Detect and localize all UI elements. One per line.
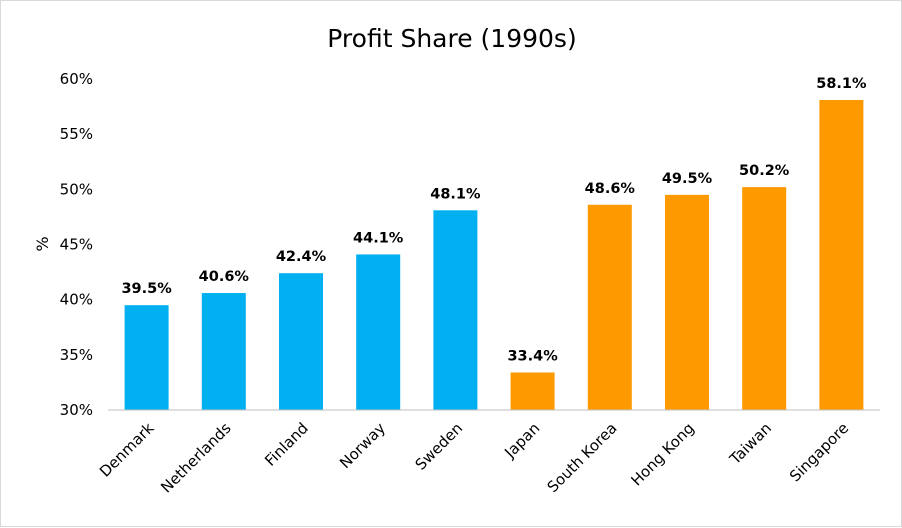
bar-netherlands (201, 293, 246, 410)
chart-title: Profit Share (1990s) (327, 24, 576, 53)
bar-japan (510, 372, 555, 410)
data-label: 58.1% (816, 76, 867, 92)
x-tick-label: Norway (336, 419, 389, 472)
x-tick-label: Japan (500, 419, 543, 462)
bar-hong-kong (665, 194, 709, 410)
bar-norway (356, 254, 401, 410)
x-axis: Denmark Netherlands Finland Norway Sweden Jap… (96, 419, 852, 497)
data-label: 44.1% (353, 230, 404, 246)
data-label: 49.5% (662, 171, 713, 187)
bar-denmark (124, 305, 169, 410)
y-tick-label: 60% (60, 70, 93, 88)
y-tick-label: 40% (60, 291, 93, 309)
y-axis-label: % (33, 236, 52, 251)
y-tick-label: 45% (60, 236, 93, 254)
bar-taiwan (742, 187, 787, 410)
data-label: 42.4% (276, 249, 327, 265)
data-label: 50.2% (739, 163, 790, 179)
bar-south-korea (587, 204, 632, 410)
x-tick-label: Hong Kong (627, 419, 697, 489)
data-label: 48.6% (585, 181, 636, 197)
bar-sweden (433, 210, 478, 410)
y-tick-label: 30% (60, 401, 93, 419)
y-tick-label: 35% (60, 346, 93, 364)
data-label: 40.6% (199, 269, 250, 285)
x-tick-label: Taiwan (726, 419, 776, 469)
data-label: 48.1% (430, 186, 481, 202)
x-tick-label: Finland (261, 419, 312, 470)
bar-series (124, 99, 864, 411)
x-tick-label: Singapore (786, 419, 852, 485)
x-tick-label: Sweden (412, 419, 467, 474)
x-tick-label: Netherlands (157, 419, 235, 497)
data-labels: 39.5% 40.6% 42.4% 44.1% 48.1% 33.4% 48.6% 49.5%… (121, 76, 867, 365)
y-tick-label: 55% (60, 125, 93, 143)
x-tick-label: South Korea (544, 419, 621, 496)
bar-finland (279, 273, 323, 410)
data-label: 33.4% (507, 348, 558, 364)
x-tick-label: Denmark (96, 419, 158, 481)
data-label: 39.5% (121, 281, 172, 297)
bar-singapore (819, 99, 864, 411)
y-tick-label: 50% (60, 180, 93, 198)
y-axis: 30% 35% 40% 45% 50% 55% 60% (60, 70, 93, 419)
